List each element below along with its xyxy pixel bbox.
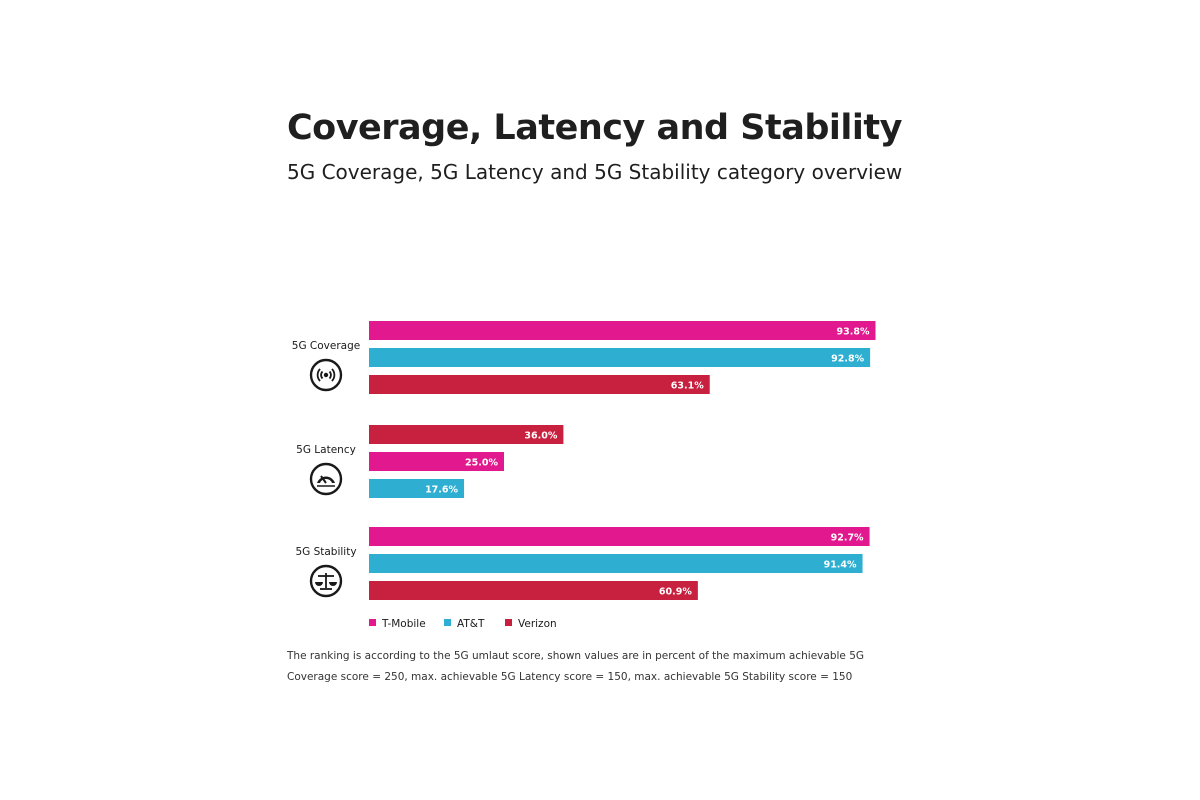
legend: T-Mobile AT&T Verizon [369,618,557,630]
bar-5g-coverage-verizon [369,375,710,394]
legend-label-atandt: AT&T [457,618,485,630]
category-label-5g-stability: 5G Stability [295,546,356,558]
data-label-5g-stability-verizon: 60.9% [659,587,692,598]
data-label-5g-latency-verizon: 36.0% [524,431,557,442]
data-label-5g-coverage-atandt: 92.8% [831,354,864,365]
bar-5g-coverage-atandt [369,348,871,367]
icon-wave-right-1 [331,368,336,382]
category-label-5g-latency: 5G Latency [296,444,356,456]
icon-wave-left-1 [316,368,321,382]
legend-swatch-atandt [444,619,451,626]
icon-ring [309,564,343,598]
bar-group-5g-stability: 5G Stability 92.7% 91.4% 60.9% [295,527,870,600]
data-label-5g-coverage-t-mobile: 93.8% [837,327,870,338]
bar-5g-coverage-t-mobile [369,321,876,340]
bar-5g-stability-verizon [369,581,698,600]
chart-footnote: The ranking is according to the 5G umlau… [287,650,865,683]
icon-wave-right-0 [328,370,332,380]
signal-broadcast-icon [309,358,343,392]
balance-scale-icon [309,564,343,598]
data-label-5g-latency-atandt: 17.6% [425,485,458,496]
bar-5g-stability-atandt [369,554,863,573]
icon-pan-left [315,582,323,586]
legend-swatch-verizon [505,619,512,626]
category-label-5g-coverage: 5G Coverage [292,340,360,352]
legend-label-verizon: Verizon [518,618,557,630]
data-label-5g-coverage-verizon: 63.1% [671,381,704,392]
data-label-5g-latency-t-mobile: 25.0% [465,458,498,469]
icon-ring [309,358,343,392]
icon-dot [323,372,329,378]
data-label-5g-stability-t-mobile: 92.7% [831,533,864,544]
bar-5g-latency-verizon [369,425,564,444]
legend-label-t-mobile: T-Mobile [381,618,426,630]
icon-pan-right [329,582,337,586]
data-label-5g-stability-atandt: 91.4% [824,560,857,571]
chart-title: Coverage, Latency and Stability [287,108,902,148]
bar-group-5g-coverage: 5G Coverage 93.8% 92.8% 63.1% [292,321,876,394]
icon-wave-left-0 [320,370,324,380]
bar-group-5g-latency: 5G Latency 36.0% 25.0% 17.6% [296,425,564,498]
bar-5g-latency-atandt [369,479,465,498]
speedometer-icon [309,462,343,496]
legend-swatch-t-mobile [369,619,376,626]
bar-5g-stability-t-mobile [369,527,870,546]
chart-subtitle: 5G Coverage, 5G Latency and 5G Stability… [287,160,903,184]
icon-ring [309,462,343,496]
icon-needle [320,475,327,484]
bar-5g-latency-t-mobile [369,452,504,471]
